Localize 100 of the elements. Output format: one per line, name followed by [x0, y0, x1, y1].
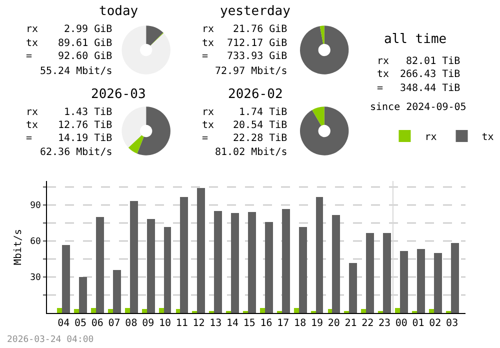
- bar: [124, 308, 130, 313]
- bar: [450, 243, 459, 313]
- bar: [96, 217, 104, 313]
- bar: [248, 212, 256, 313]
- text: 20.54 TiB: [233, 120, 288, 131]
- bar: [294, 308, 299, 313]
- text: =: [202, 133, 208, 144]
- donut-slice: [300, 26, 349, 74]
- chart-title: 2026-02: [228, 87, 283, 102]
- text: 21.76 GiB: [233, 24, 288, 35]
- bar: [382, 233, 391, 313]
- x-tick-label: 16: [260, 318, 272, 329]
- bar: [230, 213, 239, 313]
- bar: [348, 263, 357, 313]
- text: rx: [26, 107, 38, 118]
- chart-title: today: [99, 4, 138, 19]
- bar: [74, 309, 79, 313]
- x-tick-label: 23: [378, 318, 391, 329]
- bar: [176, 309, 180, 313]
- x-tick-label: 22: [362, 318, 374, 329]
- bar: [366, 233, 374, 313]
- text: 266.43 TiB: [400, 69, 460, 80]
- bar: [180, 197, 188, 313]
- x-tick-label: 03: [446, 318, 458, 329]
- text: since 2024-09-05: [370, 102, 466, 113]
- bar: [282, 209, 290, 313]
- text: rx: [202, 107, 214, 118]
- text: 712.17 GiB: [227, 38, 288, 49]
- bar: [78, 277, 87, 313]
- bar: [214, 211, 222, 313]
- text: 348.44 TiB: [400, 83, 460, 94]
- bar: [62, 245, 70, 313]
- x-tick-label: 06: [91, 318, 104, 329]
- x-tick-label: 02: [429, 318, 442, 329]
- x-tick-label: 10: [158, 318, 171, 329]
- x-tick-label: 20: [328, 318, 340, 329]
- text: rx: [26, 24, 38, 35]
- x-tick-label: 08: [125, 318, 138, 329]
- donut-slice: [320, 26, 324, 44]
- x-tick-label: 05: [74, 318, 87, 329]
- x-tick-label: 09: [142, 318, 154, 329]
- text: =: [26, 51, 32, 62]
- text: =: [377, 83, 384, 94]
- y-tick-label: 30: [30, 273, 41, 284]
- text: tx: [377, 69, 390, 80]
- donut-slice: [122, 26, 170, 74]
- text: 14.19 TiB: [58, 133, 112, 144]
- donut-slice: [312, 106, 324, 126]
- x-tick-label: 21: [344, 318, 357, 329]
- bar: [130, 201, 138, 313]
- text: =: [26, 133, 32, 144]
- bar: [332, 215, 340, 313]
- x-tick-label: 17: [277, 318, 290, 329]
- bar: [328, 309, 332, 313]
- bar: [394, 308, 400, 313]
- donut-slice: [128, 135, 144, 154]
- bar: [112, 270, 121, 313]
- text: 22.28 TiB: [233, 133, 288, 144]
- donut-slice: [300, 106, 349, 156]
- text: 2.99 GiB: [64, 24, 112, 35]
- text: 733.93 GiB: [227, 51, 288, 62]
- bar: [90, 308, 96, 313]
- y-tick-label: 60: [30, 237, 41, 248]
- text: 81.02 Mbit/s: [215, 147, 288, 158]
- x-tick-label: 04: [58, 318, 70, 329]
- bar: [416, 249, 425, 313]
- donut-slice: [146, 26, 164, 46]
- bar: [298, 227, 307, 313]
- bar: [434, 253, 442, 313]
- text: =: [202, 51, 208, 62]
- text: rx: [202, 24, 214, 35]
- bar: [316, 197, 323, 313]
- legend-label: tx: [482, 132, 494, 143]
- bar: [400, 251, 408, 313]
- text: 82.01 TiB: [406, 56, 460, 67]
- text: 2026-03-24 04:00: [7, 335, 94, 345]
- bar: [142, 309, 147, 313]
- bar: [164, 227, 171, 313]
- bar: [260, 308, 265, 313]
- text: 1.43 TiB: [64, 107, 112, 118]
- bar: [360, 309, 366, 313]
- x-tick-label: 18: [294, 318, 306, 329]
- x-tick-label: 01: [412, 318, 424, 329]
- bar: [108, 309, 113, 313]
- bar: [158, 308, 164, 313]
- text: 72.97 Mbit/s: [215, 66, 288, 77]
- text: tx: [202, 120, 214, 131]
- chart-title: 2026-03: [91, 87, 146, 102]
- text: tx: [26, 38, 38, 49]
- legend-label: rx: [424, 132, 437, 143]
- x-tick-label: 14: [226, 318, 239, 329]
- y-tick-label: 90: [30, 201, 41, 212]
- x-tick-label: 12: [192, 318, 205, 329]
- text: 12.76 TiB: [58, 120, 112, 131]
- x-tick-label: 19: [310, 318, 323, 329]
- text: 55.24 Mbit/s: [40, 66, 112, 77]
- bar: [428, 309, 434, 313]
- x-tick-label: 11: [176, 318, 188, 329]
- text: all time: [384, 32, 447, 47]
- y-axis-title: Mbit/s: [13, 228, 24, 266]
